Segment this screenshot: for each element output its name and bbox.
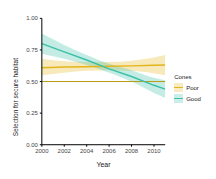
html-text:Poor: Poor: [186, 84, 199, 91]
svg-text:2010: 2010: [147, 148, 161, 154]
svg-text:2006: 2006: [102, 148, 116, 154]
svg-text:0.50: 0.50: [26, 79, 38, 85]
svg-text:0.75: 0.75: [26, 47, 38, 53]
svg-text:2000: 2000: [35, 148, 49, 154]
svg-text:1.00: 1.00: [26, 15, 38, 21]
html-text:Good: Good: [186, 95, 201, 102]
svg-text:2008: 2008: [125, 148, 139, 154]
svg-text:0.25: 0.25: [26, 110, 38, 116]
svg-text:2004: 2004: [80, 148, 94, 154]
svg-text:0.00: 0.00: [26, 142, 38, 148]
svg-text:Year: Year: [96, 161, 111, 168]
svg-text:2002: 2002: [58, 148, 72, 154]
svg-text:Selection for secure habitat: Selection for secure habitat: [12, 58, 19, 136]
html-text:Cones: Cones: [174, 74, 192, 80]
